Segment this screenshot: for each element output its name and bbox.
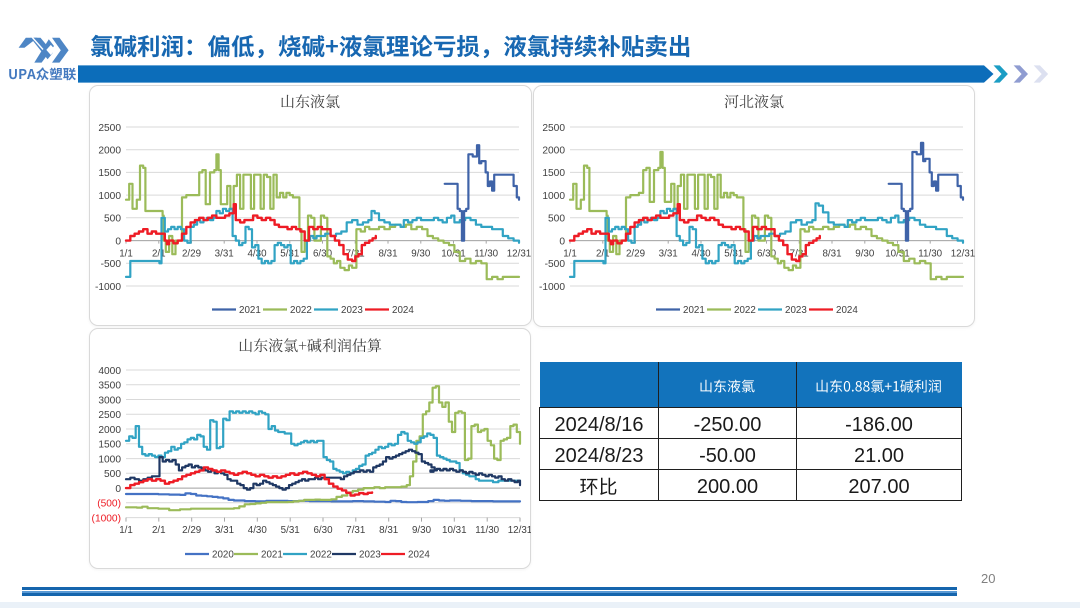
svg-text:3500: 3500 [98,381,121,392]
svg-text:(500): (500) [97,499,121,510]
svg-text:2021: 2021 [683,305,705,316]
svg-text:500: 500 [104,469,121,480]
svg-text:0: 0 [559,236,565,247]
svg-text:8/31: 8/31 [378,249,397,260]
svg-text:7/31: 7/31 [790,249,809,260]
svg-text:2000: 2000 [98,425,121,436]
svg-text:1500: 1500 [98,440,121,451]
svg-text:1000: 1000 [98,191,121,202]
svg-text:3/31: 3/31 [215,525,234,536]
svg-text:11/30: 11/30 [474,249,498,260]
svg-text:-1000: -1000 [95,282,121,293]
svg-text:3000: 3000 [98,395,121,406]
svg-text:0: 0 [115,236,121,247]
svg-text:4/30: 4/30 [248,525,268,536]
svg-text:8/31: 8/31 [379,525,398,536]
svg-text:12/31: 12/31 [507,249,531,260]
svg-text:9/30: 9/30 [855,249,875,260]
svg-text:2022: 2022 [734,305,756,316]
svg-text:2500: 2500 [98,123,121,134]
svg-text:2024: 2024 [392,305,414,316]
svg-text:2000: 2000 [98,146,121,157]
svg-text:2021: 2021 [239,305,261,316]
svg-text:1000: 1000 [98,454,121,465]
svg-text:11/30: 11/30 [918,249,942,260]
svg-text:500: 500 [104,214,121,225]
svg-text:9/30: 9/30 [412,525,432,536]
svg-text:7/31: 7/31 [346,249,365,260]
svg-text:12/31: 12/31 [508,525,531,536]
svg-text:6/30: 6/30 [313,525,333,536]
svg-text:4000: 4000 [98,366,121,377]
svg-text:3/31: 3/31 [215,249,234,260]
svg-text:4/30: 4/30 [247,249,267,260]
svg-text:2500: 2500 [98,410,121,421]
svg-text:-500: -500 [101,259,122,270]
svg-text:2/29: 2/29 [626,249,645,260]
svg-text:1500: 1500 [542,168,565,179]
svg-text:(1000): (1000) [92,513,121,524]
svg-text:11/30: 11/30 [475,525,499,536]
svg-text:2/29: 2/29 [182,525,201,536]
svg-text:4/30: 4/30 [691,249,711,260]
svg-text:2020: 2020 [212,550,234,561]
svg-text:2021: 2021 [261,550,283,561]
svg-text:2022: 2022 [290,305,312,316]
svg-text:-1000: -1000 [539,282,565,293]
svg-text:2023: 2023 [785,305,807,316]
svg-text:10/31: 10/31 [442,525,467,536]
svg-text:5/31: 5/31 [281,525,300,536]
svg-text:9/30: 9/30 [411,249,431,260]
svg-text:12/31: 12/31 [951,249,975,260]
svg-text:1/1: 1/1 [563,249,577,260]
svg-text:-500: -500 [545,259,566,270]
svg-text:10/31: 10/31 [885,249,910,260]
svg-text:6/30: 6/30 [313,249,333,260]
svg-text:2/29: 2/29 [182,249,201,260]
svg-text:2000: 2000 [542,146,565,157]
svg-text:2/1: 2/1 [596,249,610,260]
svg-text:2500: 2500 [542,123,565,134]
svg-text:500: 500 [548,214,565,225]
svg-text:10/31: 10/31 [441,249,466,260]
svg-text:1000: 1000 [542,191,565,202]
svg-text:2022: 2022 [310,550,332,561]
svg-text:2024: 2024 [836,305,858,316]
svg-text:8/31: 8/31 [822,249,841,260]
svg-text:2/1: 2/1 [152,525,166,536]
svg-text:6/30: 6/30 [757,249,777,260]
svg-text:2024: 2024 [408,550,430,561]
svg-text:3/31: 3/31 [659,249,678,260]
svg-text:7/31: 7/31 [346,525,365,536]
svg-text:2023: 2023 [341,305,363,316]
svg-text:0: 0 [115,484,121,495]
svg-text:1/1: 1/1 [119,249,133,260]
svg-text:2023: 2023 [359,550,381,561]
svg-text:2/1: 2/1 [152,249,166,260]
svg-text:1500: 1500 [98,168,121,179]
svg-text:1/1: 1/1 [119,525,133,536]
